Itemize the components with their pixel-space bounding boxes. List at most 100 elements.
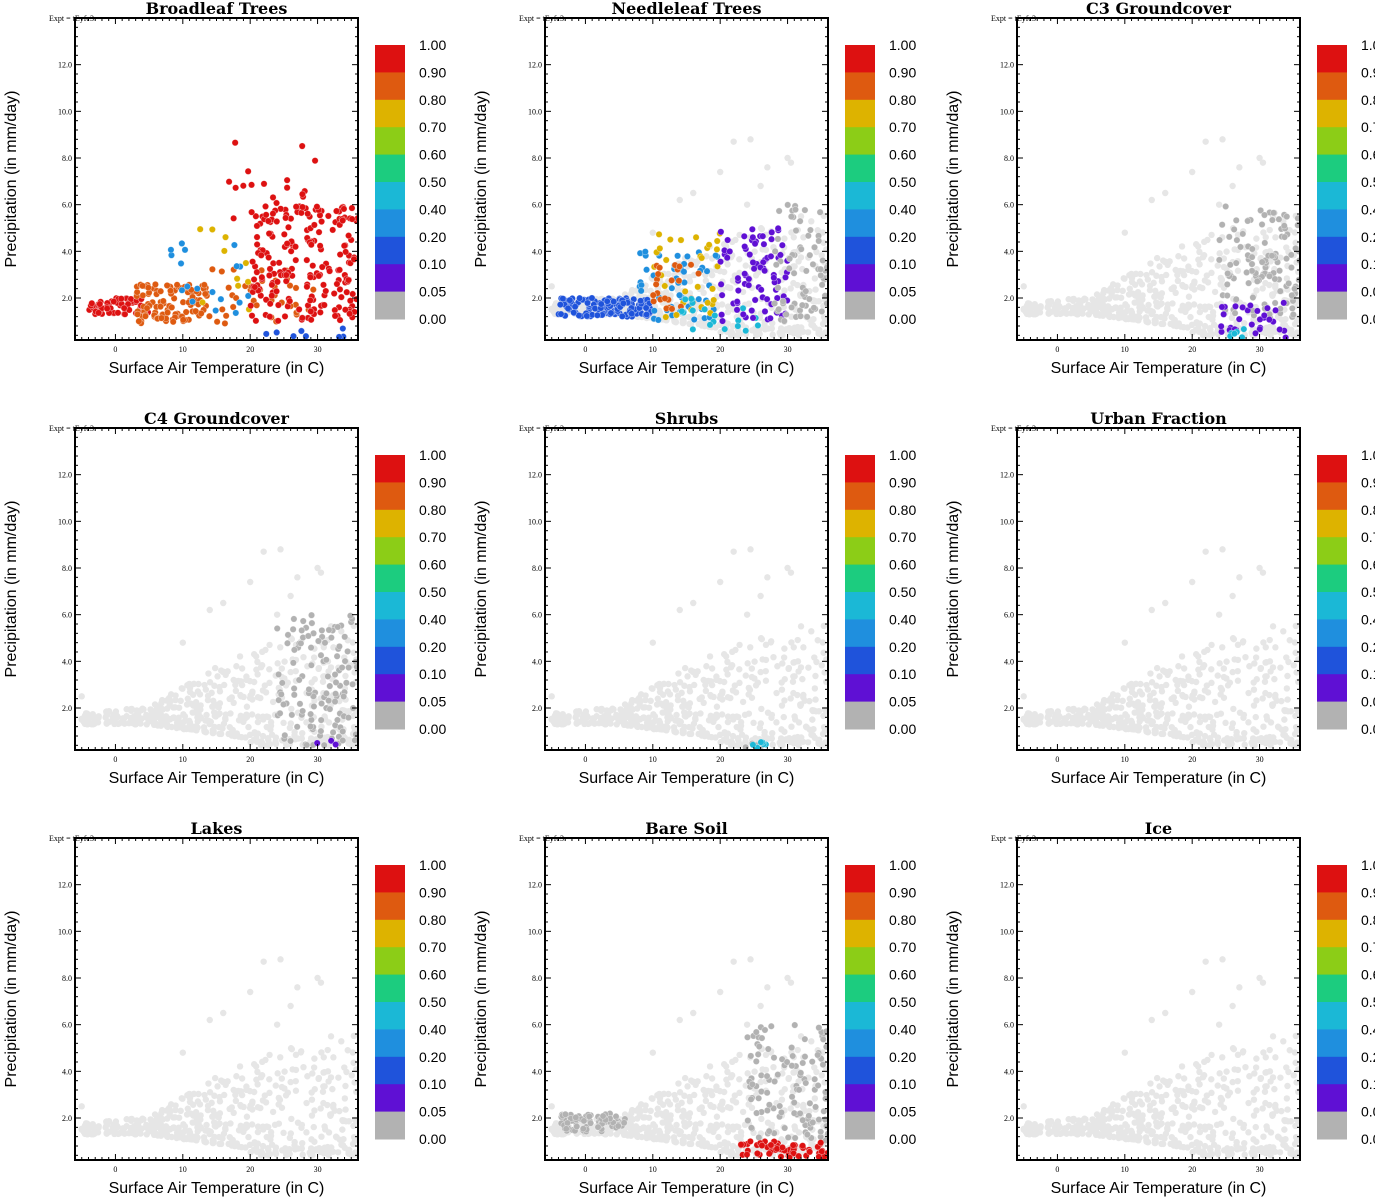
background-point [1117,304,1124,311]
background-point [246,677,254,685]
background-point [785,665,792,673]
background-point [325,1129,333,1136]
background-point [1283,734,1290,741]
background-point [115,720,122,728]
background-point [260,716,267,723]
background-point [266,1051,273,1059]
data-point [303,283,311,291]
data-point [1256,315,1264,323]
background-point [736,666,743,673]
colorbar-swatch [375,1029,405,1058]
colorbar-swatch [375,236,405,265]
background-point [330,1101,337,1109]
data-point [1220,310,1228,318]
data-point [1295,276,1300,284]
data-point [269,193,277,201]
background-point [727,1073,735,1081]
data-point [326,267,334,275]
colorbar-label: 0.05 [419,1104,446,1120]
data-point [1218,221,1226,229]
background-point [1252,654,1260,661]
background-point [1152,729,1159,737]
background-point [266,679,273,687]
background-point [243,703,251,710]
y-tick-label: 4.0 [1004,247,1014,256]
background-point [1152,287,1159,295]
background-point [1236,574,1243,581]
colorbar-swatch [375,99,405,128]
data-point [775,305,783,313]
background-point [1128,680,1135,688]
background-point [350,1122,357,1130]
data-point [333,652,341,660]
background-point [767,638,775,645]
data-point [269,210,277,218]
background-point [727,331,735,339]
background-point [1120,309,1127,316]
background-point [1196,261,1203,268]
background-point [133,1121,140,1128]
background-point [797,623,805,630]
background-point [667,702,674,709]
data-point [810,304,818,312]
data-point [757,286,765,294]
background-point [708,1091,716,1099]
background-point [1175,253,1182,260]
data-point [1222,202,1230,210]
colorbar-swatch [375,892,405,921]
background-point [324,1046,331,1054]
data-point [817,265,825,273]
colorbar-swatch [1317,45,1347,73]
background-point [1115,314,1122,322]
background-point [1228,724,1236,732]
background-point [648,719,655,726]
data-point [324,212,332,220]
colorbar-swatch [845,154,875,183]
data-point [750,265,758,273]
background-point [1188,694,1196,702]
data-point [566,296,574,304]
y-tick-label: 10.0 [1000,517,1014,526]
data-point [321,639,329,647]
background-point [1222,719,1229,727]
background-point [724,303,732,310]
background-point [1095,706,1102,713]
background-point [286,724,294,732]
background-point [233,663,240,670]
background-point [797,701,805,708]
background-point [1047,308,1055,316]
expt-label: Expt = tEyfe3 [49,14,94,23]
data-point [289,625,297,633]
data-point [742,327,750,335]
background-point [791,1123,798,1130]
colorbar-swatch [375,919,405,948]
background-point [1121,639,1129,646]
colorbar-swatch [845,564,875,593]
background-point [647,697,654,705]
data-point [274,301,282,309]
x-tick-label: 20 [1188,755,1196,764]
background-point [1134,288,1142,296]
background-point [1276,739,1284,746]
background-point [1125,701,1133,708]
background-point [1131,709,1138,716]
background-point [1161,668,1169,675]
background-point [1168,285,1175,293]
colorbar-swatch [375,646,405,675]
background-point [575,718,583,726]
colorbar-label: 1.00 [889,37,916,53]
background-point [1250,726,1257,733]
colorbar-swatch [375,564,405,593]
colorbar-label: 0.00 [889,721,916,737]
colorbar-label: 0.50 [1361,174,1375,190]
colorbar-swatch [845,236,875,265]
data-point [811,243,819,251]
background-point [603,711,610,718]
data-point [253,222,261,230]
background-point [1217,274,1225,282]
background-point [154,1132,162,1139]
background-point [189,1119,196,1126]
data-point [1287,264,1295,272]
background-point [756,724,764,732]
